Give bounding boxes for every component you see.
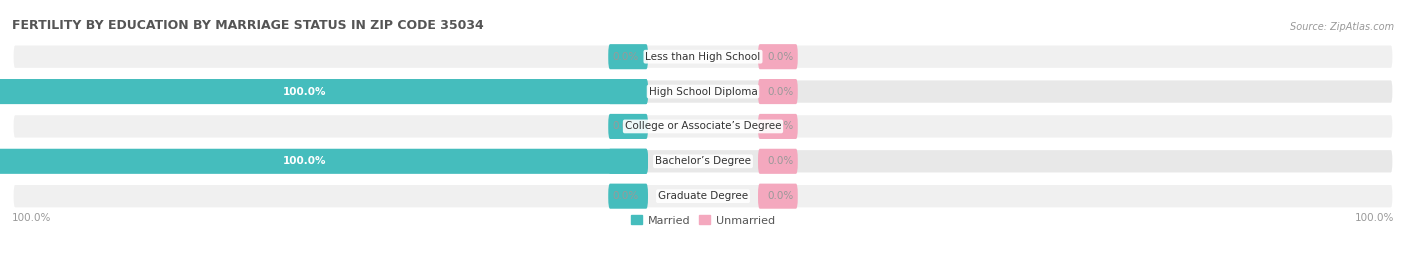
Text: 0.0%: 0.0% — [768, 156, 793, 166]
FancyBboxPatch shape — [13, 149, 1393, 174]
FancyBboxPatch shape — [609, 114, 648, 139]
Text: 0.0%: 0.0% — [613, 121, 638, 132]
Text: FERTILITY BY EDUCATION BY MARRIAGE STATUS IN ZIP CODE 35034: FERTILITY BY EDUCATION BY MARRIAGE STATU… — [13, 19, 484, 31]
FancyBboxPatch shape — [13, 79, 1393, 104]
FancyBboxPatch shape — [758, 184, 797, 209]
Text: Source: ZipAtlas.com: Source: ZipAtlas.com — [1289, 22, 1393, 31]
FancyBboxPatch shape — [609, 79, 648, 104]
Text: 0.0%: 0.0% — [768, 87, 793, 97]
Text: 100.0%: 100.0% — [13, 213, 52, 223]
FancyBboxPatch shape — [13, 184, 1393, 209]
Text: 0.0%: 0.0% — [768, 191, 793, 201]
Text: 0.0%: 0.0% — [768, 52, 793, 62]
FancyBboxPatch shape — [758, 149, 797, 174]
FancyBboxPatch shape — [758, 114, 797, 139]
FancyBboxPatch shape — [609, 44, 648, 69]
Text: College or Associate’s Degree: College or Associate’s Degree — [624, 121, 782, 132]
Text: 0.0%: 0.0% — [768, 121, 793, 132]
Legend: Married, Unmarried: Married, Unmarried — [627, 211, 779, 230]
FancyBboxPatch shape — [13, 44, 1393, 69]
FancyBboxPatch shape — [13, 114, 1393, 139]
Text: 0.0%: 0.0% — [613, 191, 638, 201]
Text: Less than High School: Less than High School — [645, 52, 761, 62]
FancyBboxPatch shape — [0, 79, 648, 104]
FancyBboxPatch shape — [0, 149, 648, 174]
Text: High School Diploma: High School Diploma — [648, 87, 758, 97]
FancyBboxPatch shape — [758, 79, 797, 104]
Text: Bachelor’s Degree: Bachelor’s Degree — [655, 156, 751, 166]
Text: Graduate Degree: Graduate Degree — [658, 191, 748, 201]
Text: 0.0%: 0.0% — [613, 52, 638, 62]
Text: 100.0%: 100.0% — [1354, 213, 1393, 223]
FancyBboxPatch shape — [758, 44, 797, 69]
Text: 100.0%: 100.0% — [283, 156, 326, 166]
FancyBboxPatch shape — [609, 184, 648, 209]
FancyBboxPatch shape — [609, 149, 648, 174]
Text: 100.0%: 100.0% — [283, 87, 326, 97]
